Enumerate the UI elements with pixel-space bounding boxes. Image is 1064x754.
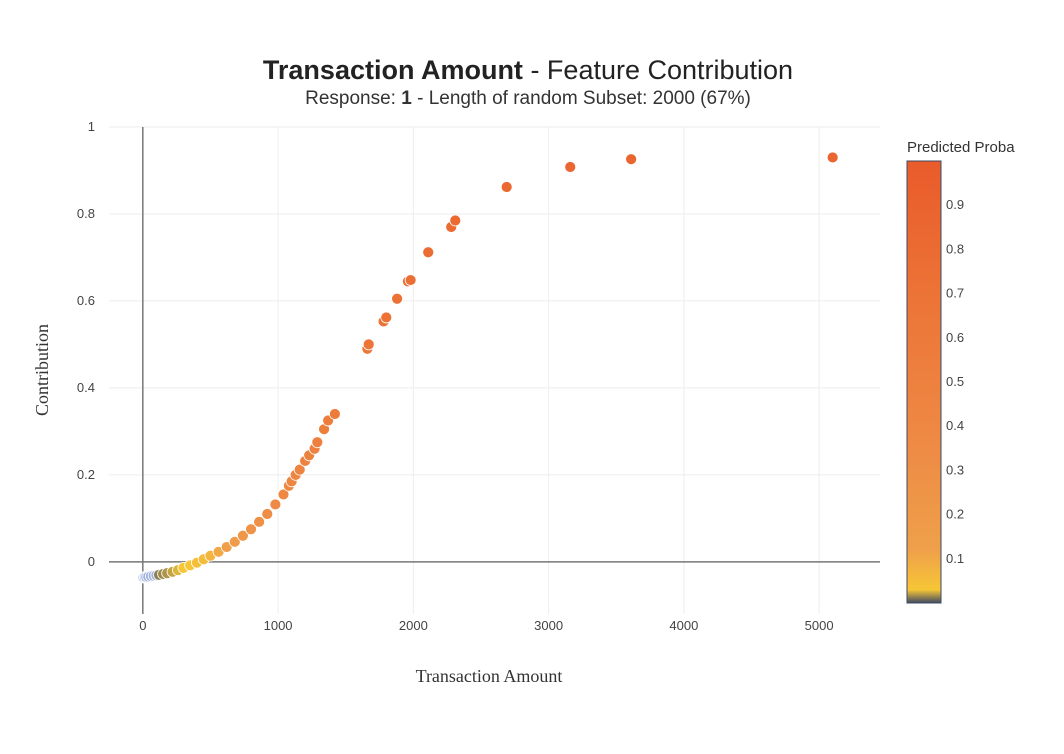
colorbar-title: Predicted Proba	[907, 139, 1015, 156]
colorbar-tick-label: 0.4	[946, 418, 964, 433]
chart-title: Transaction Amount - Feature Contributio…	[263, 55, 793, 85]
y-axis-title: Contribution	[32, 324, 52, 416]
x-tick-label: 0	[139, 618, 146, 633]
data-point	[293, 463, 306, 476]
data-point	[328, 408, 341, 420]
y-tick-label: 0	[88, 554, 95, 569]
data-point	[422, 246, 435, 259]
colorbar-tick-label: 0.9	[946, 197, 964, 212]
x-tick-label: 5000	[805, 618, 834, 633]
zero-lines	[109, 127, 880, 614]
y-tick-label: 1	[88, 119, 95, 134]
colorbar-tick-label: 0.8	[946, 241, 964, 256]
chart-subtitle: Response: 1 - Length of random Subset: 2…	[305, 88, 751, 109]
data-point	[277, 488, 290, 501]
data-point	[261, 508, 274, 520]
data-point	[404, 274, 417, 286]
y-tick-label: 0.2	[77, 467, 95, 482]
y-tick-label: 0.8	[77, 206, 95, 221]
subtitle-response: 1	[401, 88, 412, 109]
data-point	[391, 292, 404, 305]
colorbar-tick-label: 0.5	[946, 374, 964, 389]
data-point	[380, 311, 393, 324]
data-point	[826, 151, 839, 164]
colorbar-tick-label: 0.3	[946, 462, 964, 477]
data-point	[245, 523, 257, 536]
subtitle-prefix: Response:	[305, 88, 401, 109]
data-point	[269, 498, 282, 511]
colorbar-tick-label: 0.7	[946, 286, 964, 301]
y-tick-label: 0.4	[77, 380, 95, 395]
x-tick-label: 1000	[264, 618, 293, 633]
x-tick-labels: 0 1000 2000 3000 4000 5000	[139, 618, 833, 633]
data-point	[228, 535, 241, 548]
x-tick-label: 2000	[399, 618, 428, 633]
data-point	[564, 161, 577, 173]
x-tick-label: 3000	[534, 618, 563, 633]
colorbar-tick-label: 0.6	[946, 330, 964, 345]
x-axis-title: Transaction Amount	[416, 666, 563, 686]
y-tick-label: 0.6	[77, 293, 95, 308]
data-point	[449, 214, 462, 227]
data-point	[237, 529, 249, 542]
x-tick-label: 4000	[669, 618, 698, 633]
y-tick-labels: 0 0.2 0.4 0.6 0.8 1	[77, 119, 95, 569]
data-point	[311, 436, 324, 449]
colorbar	[906, 160, 942, 604]
scatter-points	[137, 151, 839, 584]
grid	[109, 126, 880, 614]
colorbar-tick-label: 0.1	[946, 551, 964, 566]
colorbar-tick-labels: 0.1 0.2 0.3 0.4 0.5 0.6 0.7 0.8 0.9	[946, 197, 964, 566]
data-point	[500, 181, 513, 193]
data-point	[253, 515, 266, 528]
chart-title-rest: - Feature Contribution	[523, 55, 793, 85]
data-point	[362, 338, 375, 351]
data-point	[625, 153, 638, 166]
chart-title-bold: Transaction Amount	[263, 55, 523, 85]
subtitle-suffix: - Length of random Subset: 2000 (67%)	[412, 88, 751, 109]
colorbar-tick-label: 0.2	[946, 507, 964, 522]
